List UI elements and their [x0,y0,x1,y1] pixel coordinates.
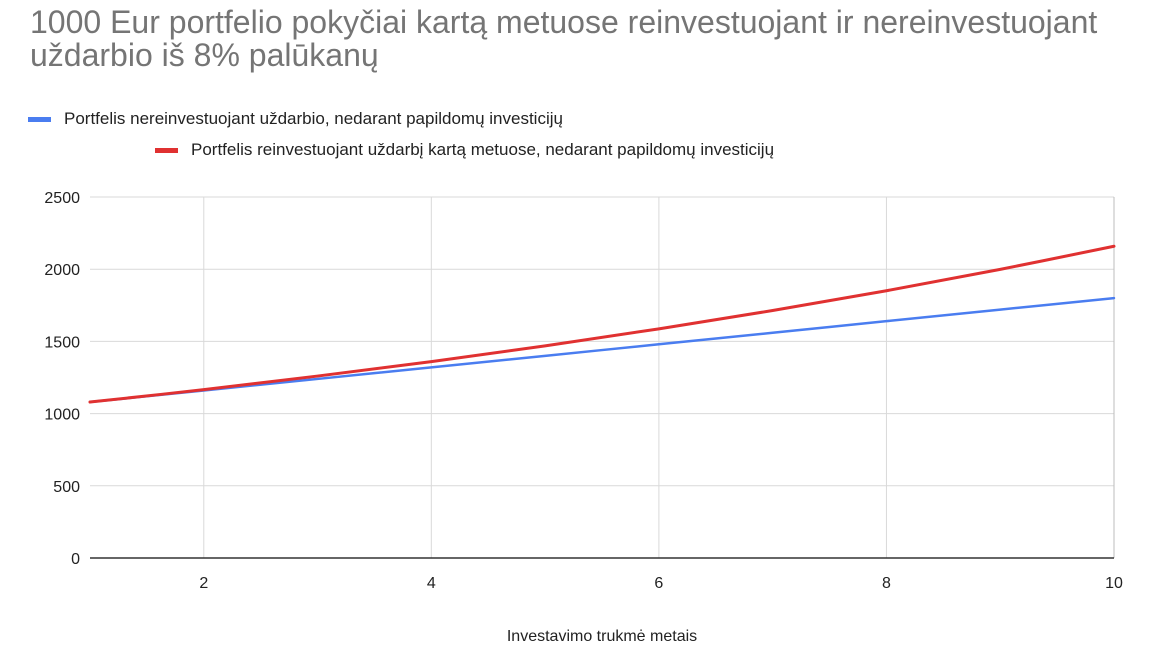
legend-item-no-reinvest[interactable]: Portfelis nereinvestuojant uždarbio, ned… [28,108,563,130]
legend-swatch-red [155,147,178,153]
legend-label-reinvest: Portfelis reinvestuojant uždarbį kartą m… [191,140,775,159]
x-tick-label: 2 [199,575,208,592]
legend-item-reinvest[interactable]: Portfelis reinvestuojant uždarbį kartą m… [155,139,774,161]
y-tick-label: 2500 [44,190,80,207]
x-tick-label: 10 [1105,575,1123,592]
y-tick-label: 1500 [44,334,80,351]
x-tick-label: 8 [882,575,891,592]
y-tick-label: 1000 [44,407,80,424]
legend-swatch-blue [28,116,51,122]
series-line-no-reinvest [88,296,1116,404]
x-axis-label: Investavimo trukmė metais [506,628,698,645]
x-tick-label: 6 [654,575,663,592]
series-line-reinvest [88,244,1116,404]
chart-title: 1000 Eur portfelio pokyčiai kartą metuos… [30,4,1098,73]
y-tick-label: 2000 [44,262,80,279]
y-tick-label: 0 [71,551,80,568]
legend-label-no-reinvest: Portfelis nereinvestuojant uždarbio, ned… [64,109,563,128]
x-tick-label: 4 [427,575,436,592]
y-tick-label: 500 [53,479,80,496]
